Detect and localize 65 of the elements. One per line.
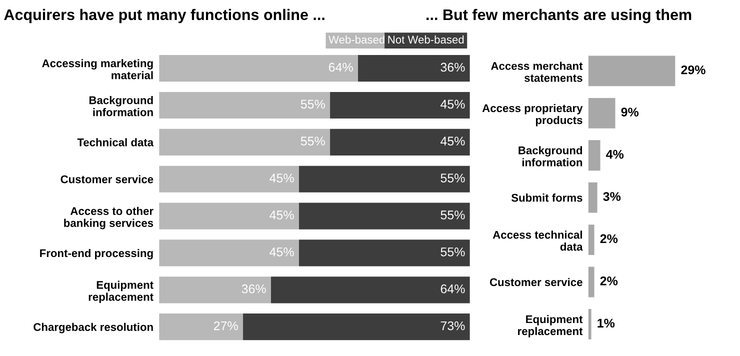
bar [588, 56, 676, 86]
chart-title: ... But few merchants are using them [426, 8, 692, 24]
y-tick-label: Access proprietary products [482, 104, 583, 126]
data-label: 2% [600, 276, 618, 286]
data-label: 45% [270, 210, 294, 220]
chart-title: Acquirers have put many functions online ... [4, 8, 324, 24]
bar [270, 276, 470, 304]
data-label: 45% [270, 174, 294, 182]
bar [159, 314, 244, 340]
y-tick-label: Equipment replacement [88, 280, 154, 304]
y-tick-label: Technical data [77, 138, 154, 146]
series-label: Not Web-based [388, 35, 464, 44]
data-label: 2% [600, 234, 618, 244]
y-tick-label: Access to other banking services [64, 206, 154, 230]
y-tick-label: Customer service [490, 278, 582, 286]
data-label: 29% [681, 65, 706, 74]
bar [159, 240, 299, 266]
bar [330, 128, 470, 156]
bar [298, 240, 470, 266]
y-tick-label: Background information [89, 96, 153, 116]
bar [298, 166, 470, 192]
data-label: 45% [440, 100, 465, 109]
data-label: 36% [242, 284, 266, 294]
bar [159, 166, 299, 192]
bar [159, 92, 330, 119]
bar [330, 92, 470, 119]
bar [159, 276, 271, 304]
bar [588, 309, 592, 340]
bar [588, 266, 594, 298]
data-label: 3% [603, 192, 621, 201]
data-label: 9% [621, 108, 639, 117]
y-tick-label: Access technical data [492, 230, 583, 251]
data-label: 73% [440, 321, 465, 330]
bar [588, 140, 600, 171]
data-label: 64% [328, 62, 353, 72]
bar [298, 202, 470, 230]
data-label: 55% [300, 100, 325, 109]
y-tick-label: Submit forms [511, 194, 582, 202]
data-label: 55% [440, 174, 465, 182]
data-label: 55% [300, 136, 325, 146]
y-tick-label: Chargeback resolution [34, 322, 153, 334]
bar [588, 98, 616, 128]
data-label: 1% [598, 318, 615, 328]
data-label: 45% [270, 248, 294, 256]
bar [588, 224, 594, 255]
bar [159, 202, 299, 230]
data-label: 55% [440, 210, 465, 220]
data-label: 55% [440, 248, 465, 256]
data-label: 45% [440, 136, 465, 146]
data-label: 4% [606, 150, 624, 159]
y-tick-label: Accessing marketing material [42, 59, 153, 80]
series-label: Web-based [328, 35, 384, 44]
bar [358, 55, 470, 82]
y-tick-label: Background information [518, 146, 582, 166]
bar [159, 55, 358, 82]
data-label: 36% [440, 62, 465, 72]
data-label: 64% [440, 284, 465, 294]
bar [159, 128, 330, 156]
bar [243, 314, 470, 340]
bar [588, 182, 598, 213]
y-tick-label: Front-end processing [40, 248, 153, 260]
y-tick-label: Access merchant statements [491, 62, 583, 82]
y-tick-label: Equipment replacement [518, 315, 583, 338]
data-label: 27% [214, 321, 238, 330]
y-tick-label: Customer service [60, 175, 154, 184]
